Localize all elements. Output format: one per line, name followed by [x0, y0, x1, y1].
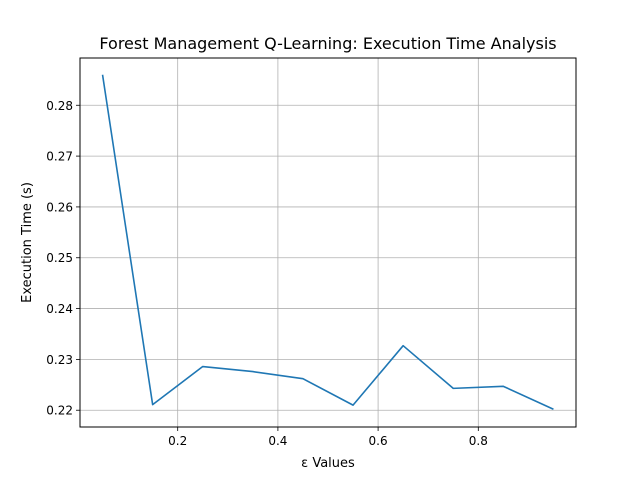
y-tick-label: 0.25 [46, 251, 73, 265]
x-tick-label: 0.4 [268, 434, 287, 448]
x-tick-label: 0.8 [469, 434, 488, 448]
x-tick-label: 0.2 [168, 434, 187, 448]
x-axis-label: ε Values [301, 456, 355, 471]
y-axis-label: Execution Time (s) [20, 182, 35, 303]
x-tick-label: 0.6 [369, 434, 388, 448]
plot-frame [79, 57, 577, 428]
y-tick-label: 0.24 [46, 302, 73, 316]
y-tick-label: 0.28 [46, 99, 73, 113]
y-axis-ticks: 0.22 0.23 0.24 0.25 0.26 0.27 0.28 [46, 99, 80, 418]
grid [80, 58, 576, 427]
series-layer [101, 74, 554, 410]
y-tick-label: 0.22 [46, 404, 73, 418]
y-tick-label: 0.27 [46, 150, 73, 164]
y-tick-label: 0.23 [46, 353, 73, 367]
chart-title: Forest Management Q-Learning: Execution … [99, 34, 556, 53]
x-axis-ticks: 0.2 0.4 0.6 0.8 [168, 427, 488, 448]
series-line [101, 74, 554, 410]
y-tick-label: 0.26 [46, 200, 73, 214]
